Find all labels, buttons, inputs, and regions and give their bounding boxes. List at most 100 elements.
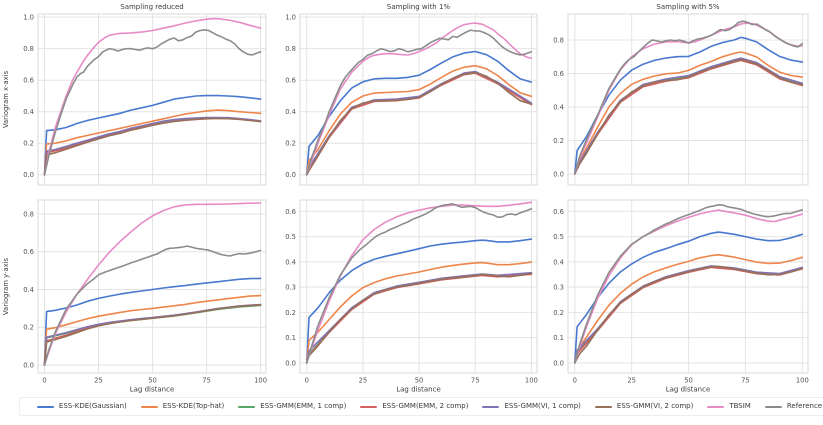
series-line-reference bbox=[43, 28, 262, 176]
y-tick-label: 0.0 bbox=[285, 359, 296, 367]
series-line-tbsim bbox=[43, 202, 262, 366]
x-tick-label: 0 bbox=[573, 377, 577, 385]
y-tick-label: 0.1 bbox=[285, 334, 296, 342]
y-tick-label: 0.6 bbox=[285, 208, 296, 216]
y-axis-label: Variogram x-axis bbox=[2, 70, 10, 128]
subplot-sampling-reduced-y: 0.0 0.2 0.4 0.6 0.8 0 25 50 75 100 Lag distance Var… bbox=[0, 193, 277, 395]
y-tick-label: 0.0 bbox=[23, 171, 34, 179]
legend-box: ESS-KDE(Gaussian) ESS-KDE(Top-hat) ESS-GMM… bbox=[18, 397, 823, 416]
x-tick-label: 100 bbox=[254, 377, 267, 385]
x-tick-label: 100 bbox=[525, 377, 538, 385]
y-tick-label: 0.0 bbox=[285, 171, 296, 179]
x-tick-label: 25 bbox=[359, 377, 368, 385]
legend: ESS-KDE(Gaussian) ESS-KDE(Top-hat) ESS-GMM… bbox=[0, 397, 823, 416]
series-line-reference bbox=[305, 203, 533, 364]
plot-canvas: 0.0 0.1 0.2 0.3 0.4 0.5 0.6 0 25 50 75 100 Lag dista… bbox=[553, 199, 809, 394]
series-line-ess-kde-top-hat bbox=[43, 294, 262, 366]
y-tick-label: 0.8 bbox=[553, 36, 564, 44]
legend-item: ESS-KDE(Gaussian) bbox=[36, 402, 127, 410]
x-tick-label: 50 bbox=[684, 377, 693, 385]
legend-item: ESS-GMM(EMM, 1 comp) bbox=[238, 403, 346, 410]
plot-canvas: 0.0 0.2 0.4 0.6 0.8 0 25 50 75 100 Lag distance Var… bbox=[2, 199, 267, 394]
legend-label: Reference bbox=[786, 402, 823, 410]
plot-canvas: 0.0 0.2 0.4 0.6 0.8 1.0 Sampling with 1% bbox=[285, 3, 538, 186]
subplot-title: Sampling reduced bbox=[120, 3, 184, 11]
x-axis-label: Lag distance bbox=[666, 386, 711, 394]
legend-item: ESS-KDE(Top-hat) bbox=[140, 403, 224, 410]
x-tick-label: 0 bbox=[305, 377, 309, 385]
series-line-ess-kde-top-hat bbox=[305, 261, 533, 364]
y-tick-label: 0.1 bbox=[553, 334, 564, 342]
y-tick-label: 0.2 bbox=[285, 140, 296, 148]
legend-item: Reference bbox=[764, 402, 823, 410]
y-tick-label: 0.0 bbox=[553, 170, 564, 178]
plot-canvas: 0.0 0.2 0.4 0.6 0.8 1.0 Sampling reduced Variog… bbox=[2, 3, 267, 186]
y-tick-label: 0.2 bbox=[553, 309, 564, 317]
subplot-sampling-1pct-x: 0.0 0.2 0.4 0.6 0.8 1.0 Sampling with 1% bbox=[277, 0, 546, 193]
legend-label: ESS-GMM(VI, 2 comp) bbox=[616, 402, 694, 410]
y-tick-label: 0.2 bbox=[23, 140, 34, 148]
plot-frame bbox=[299, 13, 538, 186]
series-line-ess-kde-gaussian bbox=[43, 94, 262, 176]
x-tick-label: 25 bbox=[94, 377, 103, 385]
plot-frame bbox=[567, 199, 809, 374]
series-line-ess-gmm-vi-2-comp bbox=[305, 272, 533, 364]
subplot-sampling-1pct-y: 0.0 0.1 0.2 0.3 0.4 0.5 0.6 0 25 50 75 100 Lag dista… bbox=[277, 193, 546, 395]
series-line-reference bbox=[43, 245, 262, 366]
series-line-ess-kde-top-hat bbox=[573, 51, 804, 175]
series-line-ess-kde-gaussian bbox=[573, 36, 804, 175]
legend-line-swatch-icon bbox=[360, 405, 378, 408]
legend-label: ESS-GMM(VI, 1 comp) bbox=[504, 402, 581, 410]
legend-label: ESS-KDE(Gaussian) bbox=[58, 402, 127, 410]
series-line-ess-kde-gaussian bbox=[305, 50, 533, 176]
legend-line-swatch-icon bbox=[238, 405, 256, 408]
plot-frame bbox=[299, 199, 538, 374]
x-axis-label: Lag distance bbox=[130, 386, 175, 394]
y-tick-label: 0.2 bbox=[285, 309, 296, 317]
series-line-ess-gmm-vi-2-comp bbox=[43, 304, 262, 366]
series-line-reference bbox=[305, 29, 533, 176]
series-line-tbsim bbox=[43, 17, 262, 176]
y-tick-label: 0.4 bbox=[285, 258, 296, 266]
x-tick-label: 75 bbox=[471, 377, 480, 385]
y-tick-label: 0.6 bbox=[23, 77, 34, 85]
series-line-ess-gmm-vi-2-comp bbox=[573, 58, 804, 175]
x-tick-label: 100 bbox=[796, 377, 809, 385]
legend-line-swatch-icon bbox=[594, 405, 612, 408]
y-tick-label: 0.6 bbox=[553, 70, 564, 78]
y-tick-label: 0.4 bbox=[553, 103, 564, 111]
plot-frame bbox=[567, 13, 809, 186]
legend-item: ESS-GMM(VI, 1 comp) bbox=[482, 402, 581, 410]
y-tick-label: 0.5 bbox=[553, 233, 564, 241]
legend-item: TBSIM bbox=[707, 403, 751, 410]
y-tick-label: 0.4 bbox=[553, 258, 564, 266]
legend-line-swatch-icon bbox=[482, 405, 500, 408]
legend-item: ESS-GMM(VI, 2 comp) bbox=[594, 402, 694, 410]
subplot-title: Sampling with 5% bbox=[656, 3, 720, 11]
x-tick-label: 50 bbox=[148, 377, 157, 385]
series-line-ess-gmm-vi-2-comp bbox=[43, 117, 262, 176]
legend-line-swatch-icon bbox=[140, 405, 158, 408]
series-line-ess-gmm-vi-2-comp bbox=[305, 71, 533, 176]
y-tick-label: 0.8 bbox=[23, 45, 34, 53]
series-line-tbsim bbox=[305, 22, 533, 176]
x-tick-label: 25 bbox=[627, 377, 636, 385]
x-axis-label: Lag distance bbox=[396, 386, 441, 394]
plot-canvas: 0.0 0.1 0.2 0.3 0.4 0.5 0.6 0 25 50 75 100 Lag dista… bbox=[285, 199, 538, 394]
y-tick-label: 0.3 bbox=[553, 284, 564, 292]
y-tick-label: 0.5 bbox=[285, 233, 296, 241]
y-tick-label: 0.4 bbox=[23, 108, 34, 116]
y-tick-label: 0.4 bbox=[23, 286, 34, 294]
x-tick-label: 0 bbox=[42, 377, 46, 385]
series-line-ess-kde-top-hat bbox=[43, 109, 262, 176]
series-line-ess-kde-top-hat bbox=[305, 64, 533, 176]
y-tick-label: 1.0 bbox=[285, 14, 296, 22]
x-tick-label: 50 bbox=[415, 377, 424, 385]
y-tick-label: 0.6 bbox=[553, 208, 564, 216]
y-tick-label: 0.8 bbox=[285, 45, 296, 53]
x-tick-label: 75 bbox=[202, 377, 211, 385]
subplot-sampling-5pct-y: 0.0 0.1 0.2 0.3 0.4 0.5 0.6 0 25 50 75 100 Lag dista… bbox=[546, 193, 823, 395]
subplot-sampling-reduced-x: 0.0 0.2 0.4 0.6 0.8 1.0 Sampling reduced Variog… bbox=[0, 0, 277, 193]
series-line-ess-kde-gaussian bbox=[43, 277, 262, 366]
series-line-ess-gmm-vi-1-comp bbox=[43, 116, 262, 176]
